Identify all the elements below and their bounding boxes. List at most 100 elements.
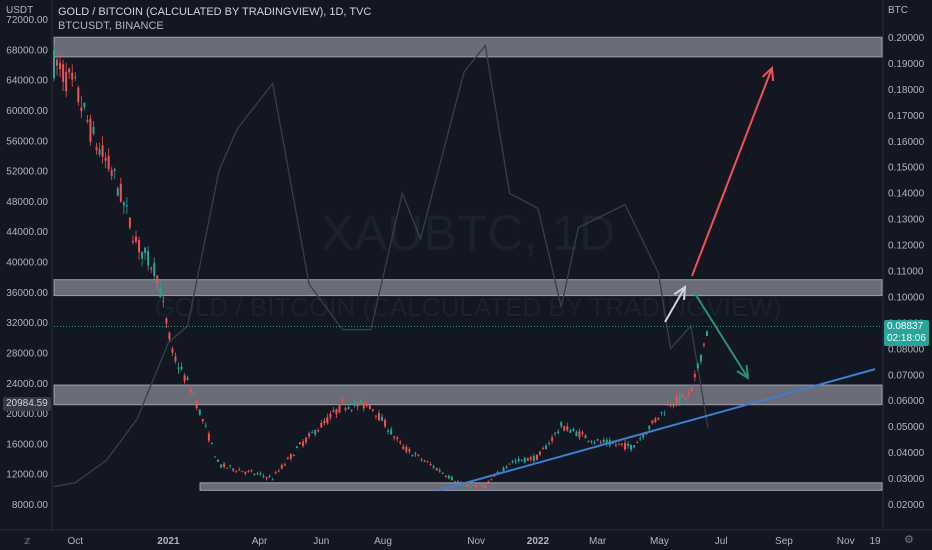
candle-body-137 (466, 483, 469, 487)
candle-body-119 (411, 455, 414, 457)
candle-body-179 (593, 442, 596, 444)
candle-body-99 (350, 409, 353, 411)
right-price-countdown: 02:18:06 (887, 333, 926, 344)
candle-body-72 (268, 476, 271, 478)
candle-body-53 (210, 442, 213, 444)
candle-body-3 (59, 62, 62, 70)
candle-body-78 (286, 457, 289, 459)
left-axis-unit: USDT (6, 5, 34, 16)
left-tick-label: 20000.00 (6, 409, 48, 420)
right-tick-label: 0.13000 (888, 215, 925, 226)
z-logo-icon[interactable]: 𝕫 (24, 535, 31, 547)
zone-3 (53, 384, 883, 406)
candle-body-181 (599, 441, 602, 443)
right-tick-label: 0.03000 (888, 474, 925, 485)
candle-body-212 (693, 374, 696, 378)
left-tick-label: 60000.00 (6, 106, 48, 117)
candle-body-204 (669, 405, 672, 407)
right-tick-label: 0.14000 (888, 189, 925, 200)
left-tick-label: 52000.00 (6, 167, 48, 178)
candle-body-182 (602, 439, 605, 443)
left-tick-label: 44000.00 (6, 227, 48, 238)
right-tick-label: 0.12000 (888, 241, 925, 252)
right-tick-label: 0.20000 (888, 33, 925, 44)
candle-body-20 (110, 170, 113, 176)
candle-body-158 (529, 457, 532, 460)
right-tick-label: 0.19000 (888, 59, 925, 70)
watermark-name: GOLD / BITCOIN (CALCULATED BY TRADINGVIE… (155, 292, 782, 322)
left-tick-label: 12000.00 (6, 470, 48, 481)
candle-body-93 (332, 410, 335, 412)
candle-body-187 (617, 443, 620, 445)
candle-body-109 (381, 416, 384, 421)
right-tick-label: 0.08000 (888, 344, 925, 355)
candle-body-115 (399, 441, 402, 443)
time-tick-label: Oct (67, 536, 83, 547)
candle-body-63 (241, 471, 244, 473)
candle-body-138 (469, 486, 472, 488)
left-tick-label: 24000.00 (6, 379, 48, 390)
candle-body-175 (581, 432, 584, 434)
candle-body-130 (444, 476, 447, 478)
candle-body-60 (232, 468, 235, 471)
candle-body-77 (283, 464, 286, 466)
time-tick-label: 2022 (527, 536, 550, 547)
candle-body-196 (645, 433, 648, 435)
candle-body-91 (326, 417, 329, 424)
candle-body-79 (289, 454, 292, 459)
candle-body-89 (320, 422, 323, 428)
candle-body-189 (623, 442, 626, 450)
right-tick-label: 0.10000 (888, 292, 925, 303)
candle-body-43 (180, 366, 183, 370)
right-tick-label: 0.17000 (888, 111, 925, 122)
candle-body-42 (177, 367, 180, 369)
settings-icon[interactable]: ⚙ (904, 534, 914, 546)
candle-body-168 (560, 422, 563, 427)
candle-body-104 (365, 404, 368, 407)
candle-body-35 (156, 275, 159, 284)
candle-body-69 (259, 473, 262, 475)
candle-body-147 (496, 471, 499, 473)
left-tick-label: 40000.00 (6, 258, 48, 269)
candle-body-133 (453, 481, 456, 483)
candle-body-75 (277, 470, 280, 472)
candle-body-151 (508, 463, 511, 465)
candle-body-108 (377, 412, 380, 421)
right-axis-unit: BTC (888, 5, 908, 16)
candle-body-95 (338, 404, 341, 413)
candle-body-149 (502, 467, 505, 471)
candle-body-34 (153, 262, 156, 276)
candle-body-111 (387, 430, 390, 432)
candle-body-100 (353, 402, 356, 406)
candle-body-174 (578, 431, 581, 438)
btcusdt-line (53, 43, 709, 488)
candle-body-123 (423, 460, 426, 462)
candle-body-214 (699, 354, 702, 362)
candle-body-186 (614, 444, 617, 446)
candle-body-38 (165, 318, 168, 324)
candle-body-118 (408, 449, 411, 452)
candle-body-183 (605, 439, 608, 445)
watermark-symbol: XAUBTC, 1D (321, 205, 616, 261)
candle-body-143 (484, 485, 487, 488)
candle-body-52 (207, 433, 210, 441)
time-tick-label: Mar (589, 536, 607, 547)
candle-body-18 (104, 157, 107, 161)
candle-body-163 (545, 445, 548, 450)
candle-body-66 (250, 470, 253, 472)
candle-body-90 (323, 420, 326, 424)
candle-body-188 (620, 443, 623, 445)
candle-body-2 (56, 59, 59, 66)
candle-body-120 (414, 453, 417, 455)
right-tick-label: 0.04000 (888, 448, 925, 459)
candle-body-210 (687, 392, 690, 395)
candle-body-126 (432, 466, 435, 468)
candle-body-17 (101, 145, 104, 157)
candle-body-125 (429, 464, 432, 466)
candle-body-59 (229, 465, 232, 467)
candle-body-199 (654, 418, 657, 423)
candle-body-32 (147, 250, 150, 266)
candle-body-209 (684, 397, 687, 400)
candle-body-211 (690, 387, 693, 391)
